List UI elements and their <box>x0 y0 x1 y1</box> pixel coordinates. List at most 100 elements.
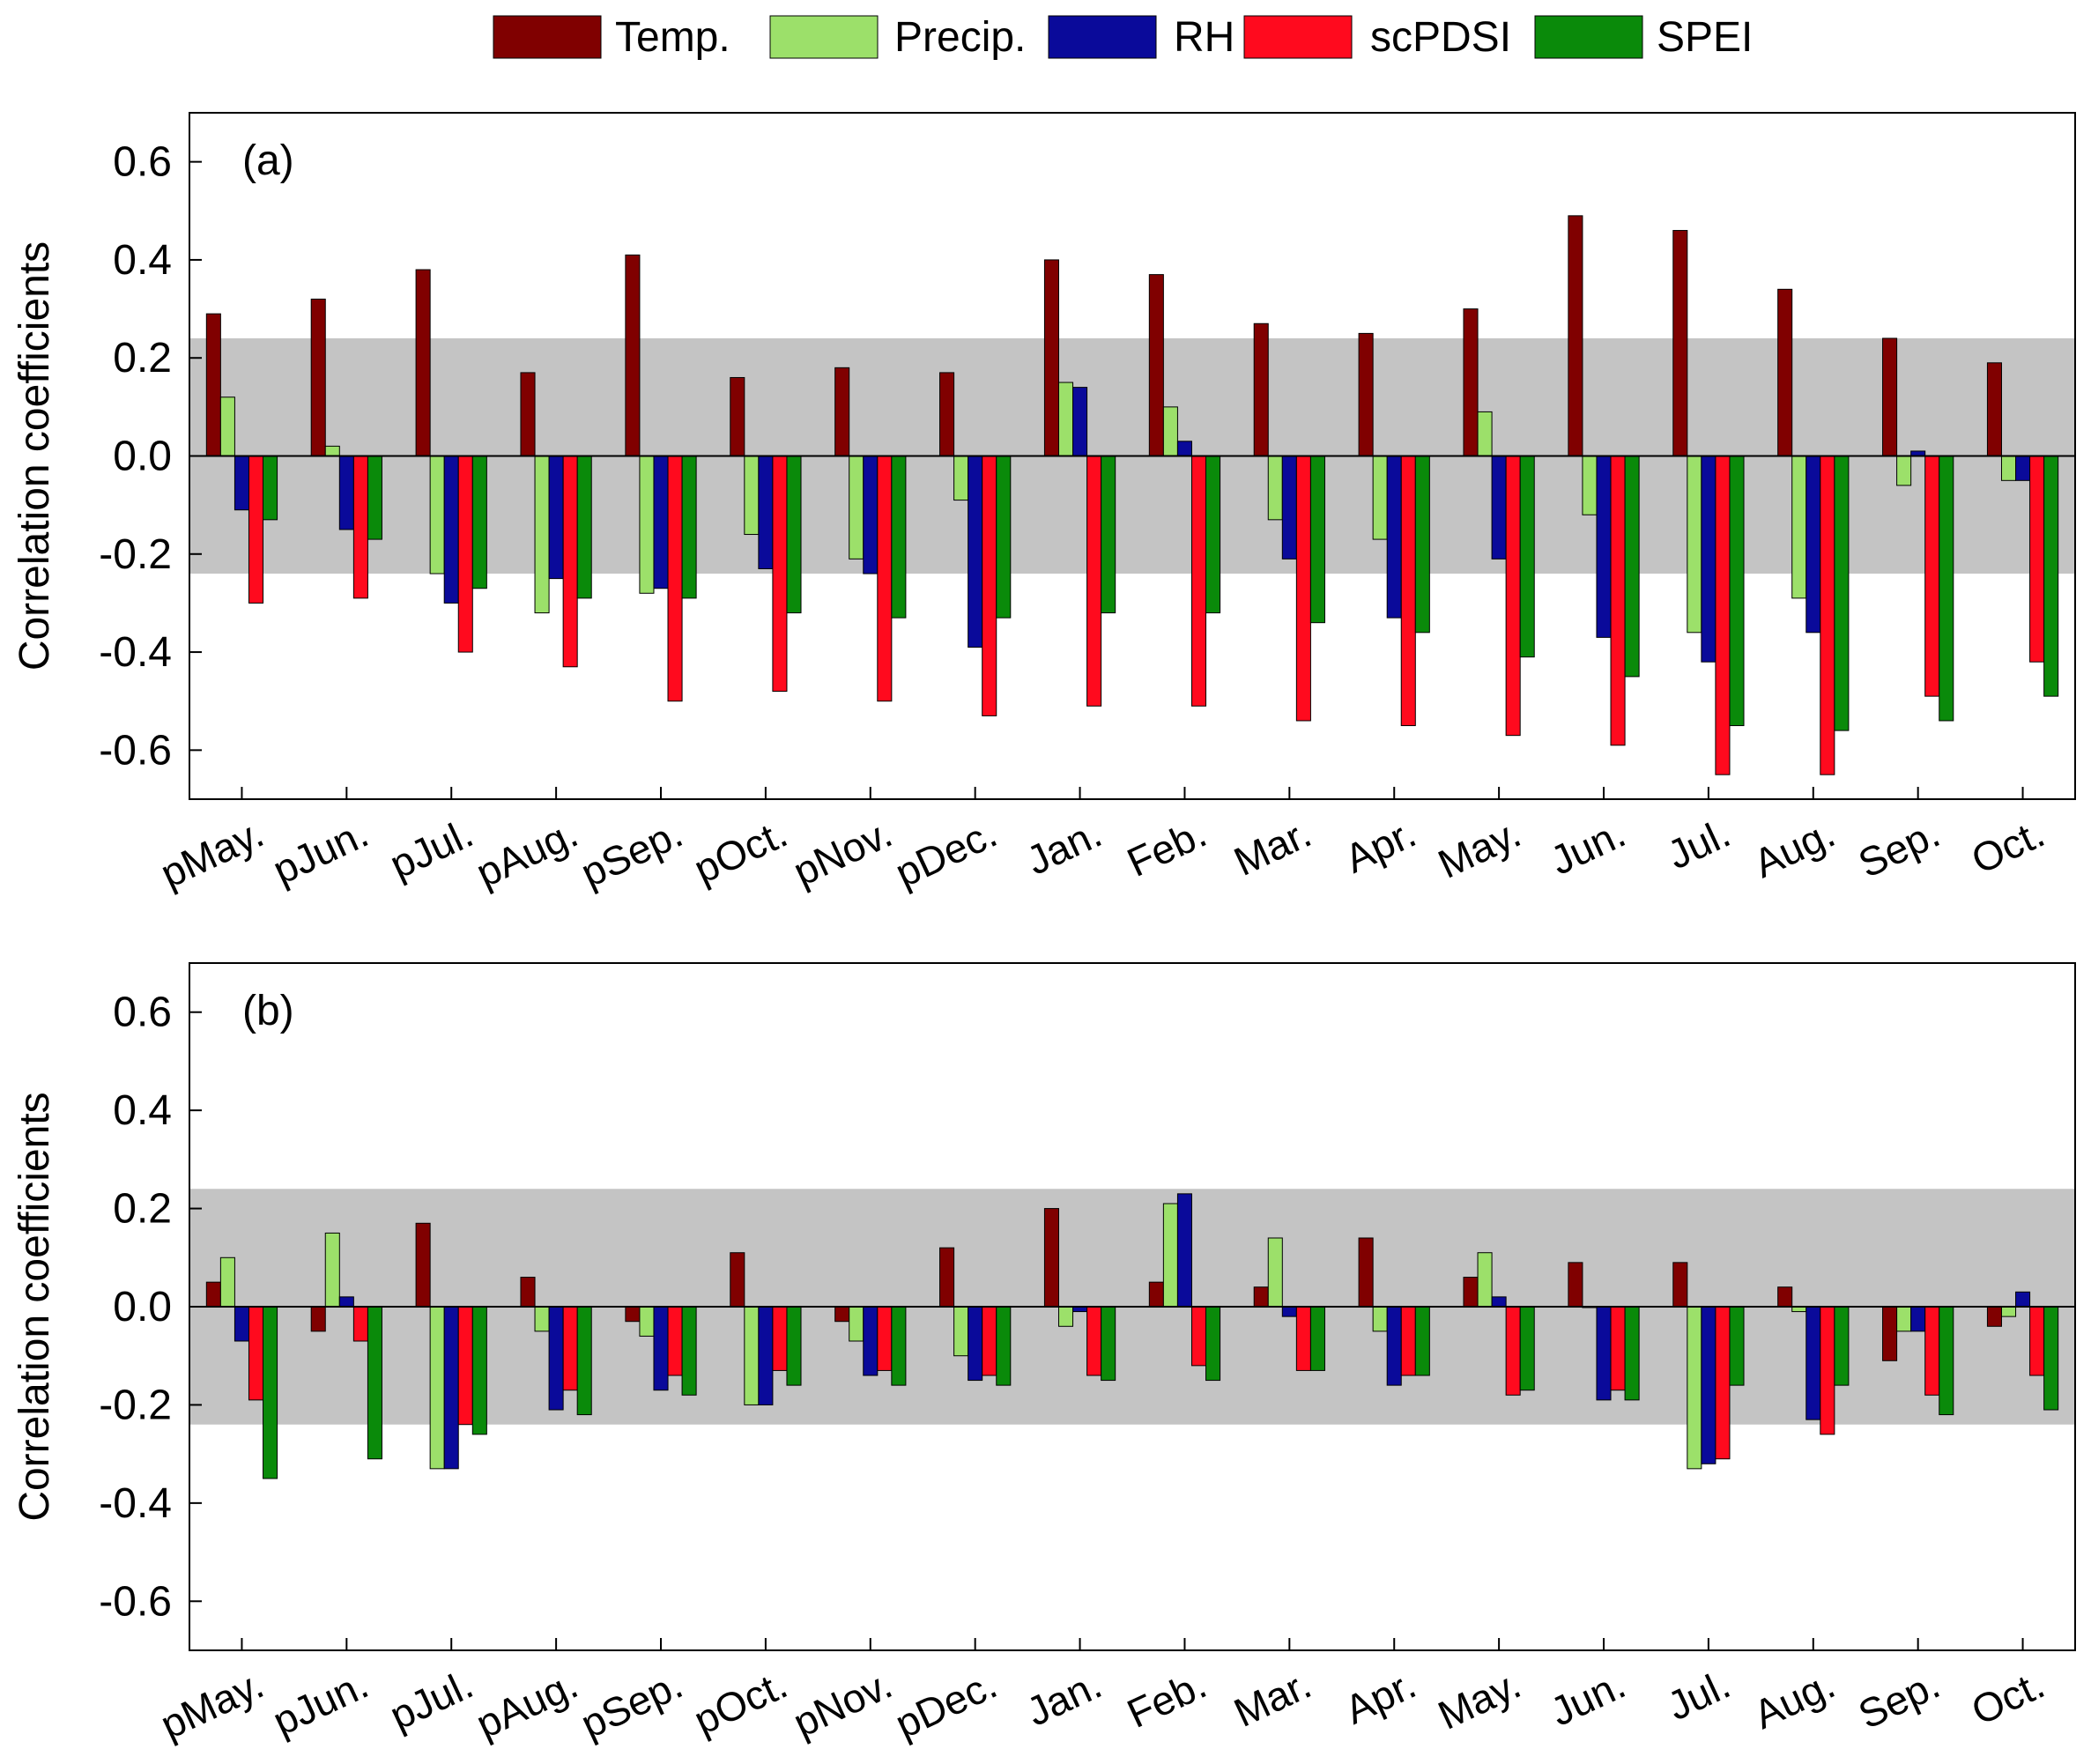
bar-precip-a-7 <box>953 456 969 501</box>
bar-rh-a-1 <box>338 456 354 530</box>
bar-spei-b-0 <box>263 1306 278 1479</box>
bar-temp-b-17 <box>1986 1306 2002 1327</box>
bar-temp-b-8 <box>1043 1208 1059 1308</box>
bar-rh-a-14 <box>1701 456 1717 663</box>
bar-precip-a-17 <box>2000 456 2017 481</box>
bar-temp-a-2 <box>415 269 431 456</box>
legend-label-precip: Precip. <box>894 14 1026 61</box>
bar-precip-a-12 <box>1477 411 1493 456</box>
y-tick-label: 0.2 <box>113 1186 172 1233</box>
bar-spei-a-9 <box>1205 456 1221 614</box>
bar-precip-b-17 <box>2000 1306 2017 1317</box>
legend: Temp. Precip. RH scPDSI SPEI <box>493 14 1753 61</box>
y-axis-label: Correlation coefficients <box>11 1092 58 1521</box>
bar-rh-a-13 <box>1596 456 1612 638</box>
x-tick-label: Aug. <box>1746 1661 1842 1738</box>
x-tick-label: pJun. <box>266 1661 375 1745</box>
x-tick-label: pNov. <box>786 1661 899 1745</box>
y-tick-label: -0.4 <box>99 629 172 676</box>
bar-spei-a-7 <box>996 456 1012 619</box>
y-tick-label: -0.2 <box>99 1382 172 1428</box>
bar-temp-b-3 <box>520 1277 536 1308</box>
bar-precip-a-2 <box>429 456 445 574</box>
panel-label: (b) <box>242 988 294 1034</box>
legend-swatch-spei <box>1534 15 1643 59</box>
bar-spei-a-4 <box>681 456 697 599</box>
bar-temp-b-4 <box>625 1306 641 1323</box>
bar-spei-a-0 <box>263 456 278 521</box>
bar-scpdsi-b-9 <box>1190 1306 1207 1367</box>
bar-temp-b-12 <box>1463 1277 1479 1308</box>
bar-precip-b-3 <box>534 1306 550 1332</box>
bar-temp-a-9 <box>1148 274 1164 456</box>
x-tick-label: Oct. <box>1964 1661 2050 1734</box>
x-tick-label: Aug. <box>1746 810 1842 886</box>
bar-rh-b-2 <box>443 1306 459 1470</box>
bar-scpdsi-b-12 <box>1505 1306 1521 1396</box>
bar-spei-b-5 <box>786 1306 802 1386</box>
bar-temp-b-6 <box>834 1306 850 1323</box>
bar-scpdsi-a-14 <box>1715 456 1731 775</box>
bar-rh-a-12 <box>1491 456 1507 560</box>
bar-precip-b-1 <box>324 1232 340 1308</box>
bar-scpdsi-a-16 <box>1924 456 1940 697</box>
bar-scpdsi-a-2 <box>457 456 473 653</box>
bar-scpdsi-b-5 <box>772 1306 788 1371</box>
bar-spei-b-4 <box>681 1306 697 1396</box>
x-tick-label: Sep. <box>1851 1661 1946 1738</box>
bar-temp-a-13 <box>1568 215 1583 456</box>
bar-scpdsi-a-6 <box>877 456 893 702</box>
bar-scpdsi-b-8 <box>1086 1306 1102 1376</box>
x-tick-label: Sep. <box>1851 810 1946 886</box>
bar-rh-b-10 <box>1281 1306 1297 1317</box>
bar-scpdsi-b-7 <box>982 1306 997 1376</box>
x-tick-label: pDec. <box>888 1661 1004 1747</box>
bar-temp-a-11 <box>1358 332 1374 456</box>
bar-temp-a-12 <box>1463 308 1479 457</box>
bar-spei-b-6 <box>891 1306 907 1386</box>
bar-spei-b-7 <box>996 1306 1012 1386</box>
x-tick-label: Jan. <box>1020 810 1109 884</box>
bar-rh-a-7 <box>968 456 983 649</box>
bar-scpdsi-a-1 <box>352 456 368 599</box>
bar-spei-b-8 <box>1101 1306 1116 1382</box>
bar-precip-a-8 <box>1057 382 1074 456</box>
x-tick-label: pDec. <box>888 810 1004 896</box>
bar-temp-a-10 <box>1253 322 1269 456</box>
bar-rh-a-5 <box>758 456 774 569</box>
bar-scpdsi-b-0 <box>248 1306 264 1401</box>
bar-rh-b-0 <box>234 1306 249 1342</box>
bar-rh-b-14 <box>1701 1306 1717 1464</box>
bar-spei-a-13 <box>1624 456 1640 678</box>
legend-swatch-rh <box>1048 15 1157 59</box>
x-tick-label: Oct. <box>1964 810 2050 883</box>
bar-temp-b-7 <box>939 1247 955 1308</box>
x-tick-label: Apr. <box>1338 810 1422 882</box>
bar-temp-b-1 <box>310 1306 326 1332</box>
bar-temp-b-15 <box>1777 1286 1793 1308</box>
bar-rh-a-3 <box>548 456 564 580</box>
x-tick-label: Feb. <box>1120 1661 1212 1737</box>
bar-scpdsi-a-8 <box>1086 456 1102 707</box>
bar-scpdsi-b-16 <box>1924 1306 1940 1396</box>
x-tick-label: pNov. <box>786 810 899 894</box>
y-tick-label: 0.6 <box>113 989 172 1036</box>
legend-swatch-temp <box>493 15 602 59</box>
bar-temp-b-9 <box>1148 1281 1164 1308</box>
x-tick-label: May. <box>1431 810 1527 887</box>
bar-rh-a-6 <box>863 456 879 574</box>
x-tick-label: Apr. <box>1338 1661 1422 1733</box>
bar-precip-b-12 <box>1477 1252 1493 1308</box>
bar-temp-a-3 <box>520 372 536 456</box>
bar-temp-a-0 <box>205 313 221 456</box>
bar-spei-a-10 <box>1309 456 1325 624</box>
bar-spei-a-14 <box>1729 456 1745 727</box>
y-tick-label: 0.2 <box>113 335 172 382</box>
bar-rh-a-9 <box>1176 441 1192 456</box>
bar-spei-b-17 <box>2043 1306 2059 1411</box>
bar-precip-a-16 <box>1896 456 1912 486</box>
bar-rh-b-4 <box>653 1306 669 1391</box>
bar-rh-a-4 <box>653 456 669 589</box>
